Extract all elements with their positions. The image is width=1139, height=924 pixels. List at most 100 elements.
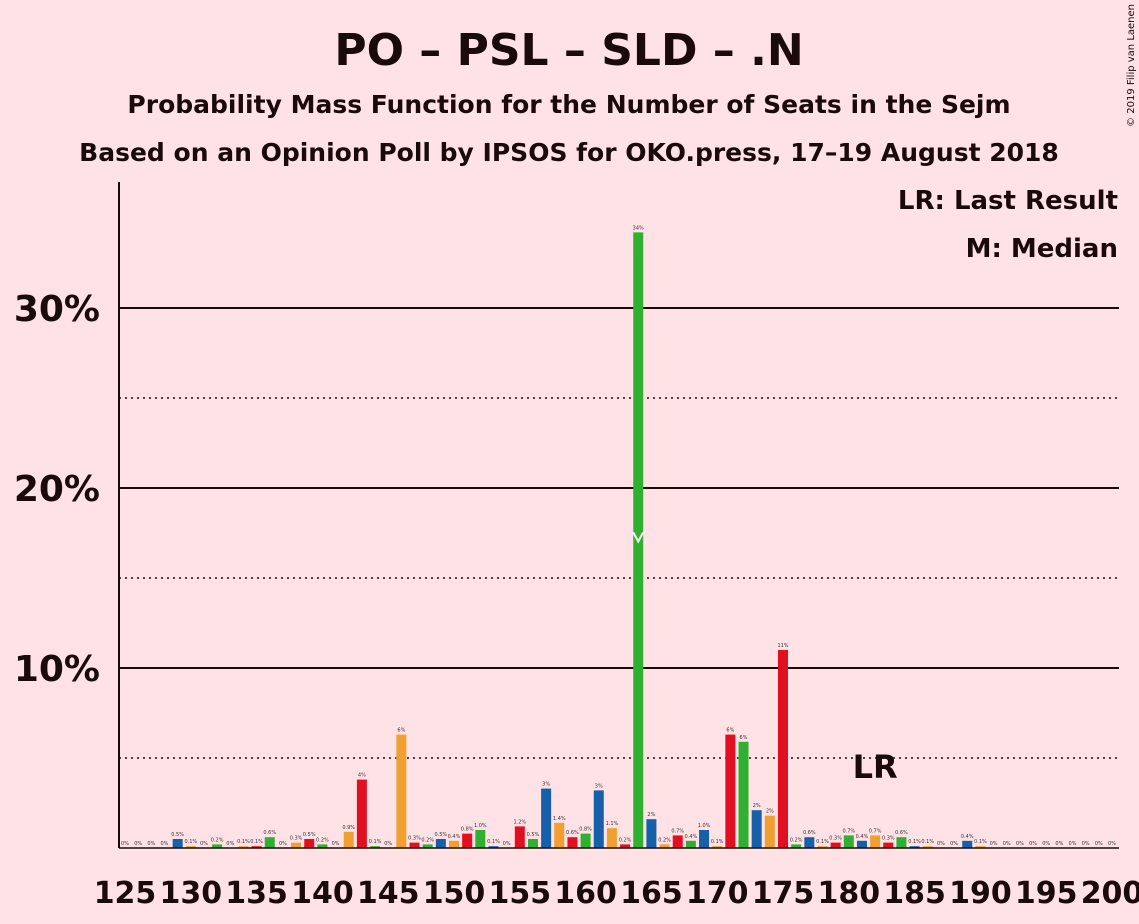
bar <box>909 846 920 848</box>
bar <box>883 842 894 848</box>
bar-value-label: 0.1% <box>184 839 197 845</box>
bar-value-label: 1.4% <box>553 816 566 822</box>
bar <box>791 844 802 848</box>
bar-value-label: 2% <box>766 809 774 815</box>
bar-value-label: 0.2% <box>790 837 803 843</box>
bar-value-label: 0.2% <box>619 837 632 843</box>
bar <box>172 839 183 848</box>
x-tick-label: 125 <box>94 876 157 911</box>
x-tick-label: 175 <box>752 876 815 911</box>
chart-subtitle: Probability Mass Function for the Number… <box>127 90 1010 119</box>
last-result-label: LR <box>853 748 898 786</box>
legend-entry: M: Median <box>966 234 1118 264</box>
bar-value-label: 0% <box>279 841 287 847</box>
bar-value-label: 0% <box>1003 841 1011 847</box>
bar <box>778 650 788 848</box>
bar-value-label: 0.5% <box>527 832 540 838</box>
bar-value-label: 0% <box>503 841 511 847</box>
bar-value-label: 0% <box>1042 841 1050 847</box>
y-tick-label: 30% <box>14 289 100 330</box>
bar <box>238 846 249 848</box>
x-tick-label: 165 <box>620 876 683 911</box>
bar-value-label: 0.9% <box>342 825 355 831</box>
bar-value-label: 0% <box>226 841 234 847</box>
x-tick-label: 170 <box>686 876 749 911</box>
bar-value-label: 2% <box>753 803 761 809</box>
bar <box>291 842 302 848</box>
bar-value-label: 0% <box>332 841 340 847</box>
bar <box>593 790 604 848</box>
legend: LR: Last Result M: Median <box>898 186 1118 264</box>
x-tick-label: 145 <box>357 876 420 911</box>
bar <box>962 840 973 848</box>
bar <box>725 734 736 848</box>
bar <box>830 842 841 848</box>
bar-value-label: 0% <box>200 841 208 847</box>
bar-value-label: 0% <box>1082 841 1090 847</box>
bar-value-label: 0.5% <box>171 832 184 838</box>
bar-value-label: 0.5% <box>303 832 316 838</box>
bar <box>620 844 631 848</box>
y-axis-ticks: 10% 20% 30% <box>14 289 100 690</box>
bar <box>804 837 815 848</box>
bar <box>606 828 617 848</box>
x-tick-label: 200 <box>1081 876 1139 911</box>
bar <box>764 815 775 848</box>
x-tick-label: 155 <box>488 876 551 911</box>
bar-value-label: 0.6% <box>895 830 908 836</box>
x-tick-label: 160 <box>554 876 617 911</box>
bar <box>317 844 328 848</box>
bar <box>435 839 446 848</box>
bar <box>659 844 670 848</box>
bar-value-label: 0% <box>1108 841 1116 847</box>
bar-value-label: 0% <box>384 841 392 847</box>
bar-value-label: 0% <box>1069 841 1077 847</box>
bar-value-label: 0.4% <box>685 834 698 840</box>
bar-value-label: 0.1% <box>487 839 500 845</box>
bar <box>554 822 565 848</box>
bar-value-label: 0.7% <box>842 828 855 834</box>
y-tick-label: 20% <box>14 469 100 510</box>
x-tick-label: 180 <box>817 876 880 911</box>
bar-value-label: 3% <box>595 783 603 789</box>
bar <box>751 810 762 848</box>
bar-value-label: 0.6% <box>566 830 579 836</box>
bar <box>567 837 578 848</box>
legend-entry: LR: Last Result <box>898 186 1118 216</box>
bar <box>264 837 275 848</box>
bar <box>646 819 657 848</box>
bar <box>580 833 591 848</box>
bar <box>370 846 381 848</box>
bar <box>356 779 367 848</box>
bar-value-label: 0.1% <box>711 839 724 845</box>
x-tick-label: 135 <box>225 876 288 911</box>
bar <box>738 741 749 848</box>
bar-value-label: 1.0% <box>698 823 711 829</box>
bar <box>396 734 407 848</box>
bar <box>343 831 354 848</box>
copyright-text: © 2019 Filip van Laenen <box>1126 4 1137 127</box>
bar-value-label: 0.1% <box>921 839 934 845</box>
bar <box>896 837 907 848</box>
bar-value-label: 0.6% <box>803 830 816 836</box>
y-tick-label: 10% <box>14 649 100 690</box>
x-tick-label: 140 <box>291 876 354 911</box>
data-labels: 0% 0% 0% 0%0.5%0.1% 0%0.2%0% 0.1% 0.1%0.6%0%0.… <box>121 225 1116 847</box>
bar <box>488 846 499 848</box>
bar-value-label: 0.4% <box>961 834 974 840</box>
bar <box>672 835 683 848</box>
bar-value-label: 6% <box>740 735 748 741</box>
bar-value-label: 0.1% <box>908 839 921 845</box>
bar-value-label: 0.5% <box>434 832 447 838</box>
bar-value-label: 0.1% <box>237 839 250 845</box>
bar-value-label: 4% <box>358 773 366 779</box>
bar <box>817 846 828 848</box>
bar <box>422 844 433 848</box>
bar-value-label: 1.1% <box>606 821 619 827</box>
bar-value-label: 11% <box>777 643 788 649</box>
bar-value-label: 0.3% <box>882 836 895 842</box>
bar-value-label: 0.8% <box>461 827 474 833</box>
bar-value-label: 0.1% <box>250 839 263 845</box>
bar-value-label: 0% <box>134 841 142 847</box>
bar-value-label: 0.1% <box>974 839 987 845</box>
